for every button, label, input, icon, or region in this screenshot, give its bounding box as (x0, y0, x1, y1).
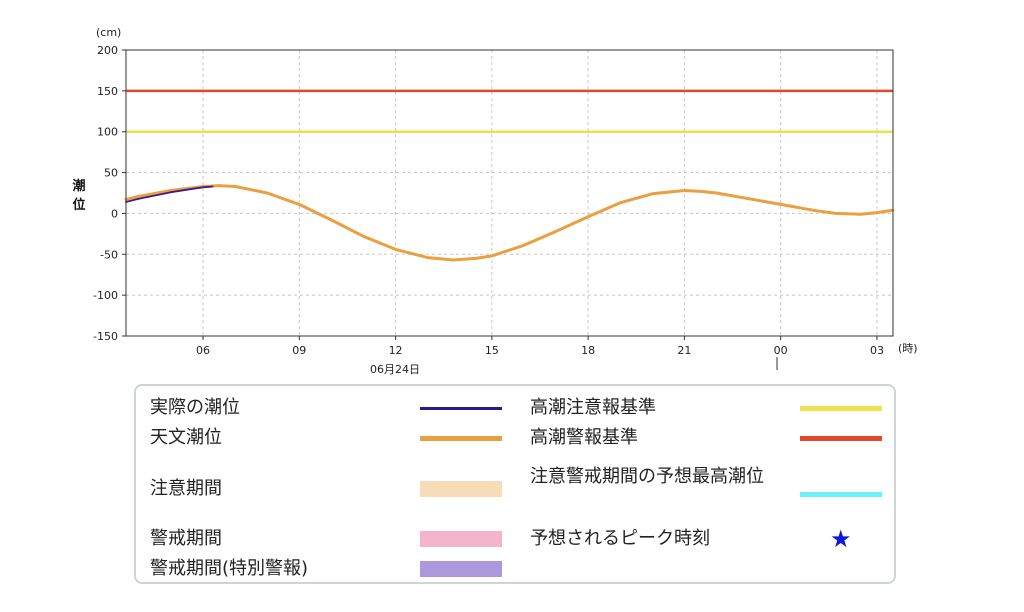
legend-label: 警戒期間(特別警報) (150, 558, 309, 579)
y-tick-label: 100 (97, 126, 118, 139)
y-tick-label: -150 (93, 330, 118, 343)
y-axis-label-char: 位 (72, 197, 85, 213)
legend-band-swatch (420, 481, 502, 497)
y-unit-label: (cm) (96, 26, 121, 39)
y-tick-label: -50 (100, 248, 118, 261)
legend-line-swatch (800, 491, 882, 497)
legend-band-swatch (420, 531, 502, 547)
threshold-lines (126, 89, 893, 133)
legend-label: 高潮警報基準 (530, 427, 638, 448)
legend-line-swatch (420, 406, 502, 410)
legend-label: 警戒期間 (150, 528, 222, 549)
x-tick-label: 12 (389, 344, 403, 357)
legend: 実際の潮位天文潮位注意期間警戒期間警戒期間(特別警報) 高潮注意報基準 高潮警報基… (134, 384, 896, 584)
y-tick-label: 0 (111, 207, 118, 220)
star-icon: ★ (830, 525, 852, 553)
x-tick-label: 06 (196, 344, 210, 357)
x-tick-labels: 06 09 12 15 18 21 00 03 (196, 336, 884, 357)
legend-line-swatch (420, 435, 502, 441)
y-tick-label: 150 (97, 85, 118, 98)
plot-frame (125, 49, 894, 337)
x-tick-label: 00 (774, 344, 788, 357)
legend-label: 注意期間 (150, 478, 222, 499)
y-axis-label-char: 潮 (72, 178, 85, 194)
series-line (125, 185, 214, 203)
legend-line-swatch (800, 405, 882, 411)
legend-label: 実際の潮位 (150, 397, 240, 418)
legend-label: 高潮注意報基準 (530, 397, 656, 418)
grid (126, 50, 893, 336)
series-line (124, 184, 895, 262)
y-tick-labels: -150 -100 -50 0 50 100 150 200 (93, 44, 126, 343)
x-tick-label: 03 (870, 344, 884, 357)
legend-line-swatch (800, 435, 882, 441)
tide-chart: -150 -100 -50 0 50 100 150 200 06 09 12 15 18 21 00 03… (72, 26, 918, 376)
x-tick-label: 15 (485, 344, 499, 357)
x-tick-label: 18 (581, 344, 595, 357)
y-tick-label: -100 (93, 289, 118, 302)
y-tick-label: 200 (97, 44, 118, 57)
legend-label: 注意警戒期間の予想最高潮位 (530, 466, 764, 487)
y-tick-label: 50 (104, 167, 118, 180)
x-tick-label: 09 (292, 344, 306, 357)
series-lines (124, 184, 895, 262)
legend-band-swatch (420, 561, 502, 577)
legend-label: 天文潮位 (150, 427, 222, 448)
x-tick-label: 21 (677, 344, 691, 357)
date-label: 06月24日 (370, 363, 420, 376)
y-axis-label: 潮位 (72, 178, 85, 213)
legend-label: 予想されるピーク時刻 (530, 528, 710, 549)
x-unit-label: (時) (898, 342, 918, 355)
